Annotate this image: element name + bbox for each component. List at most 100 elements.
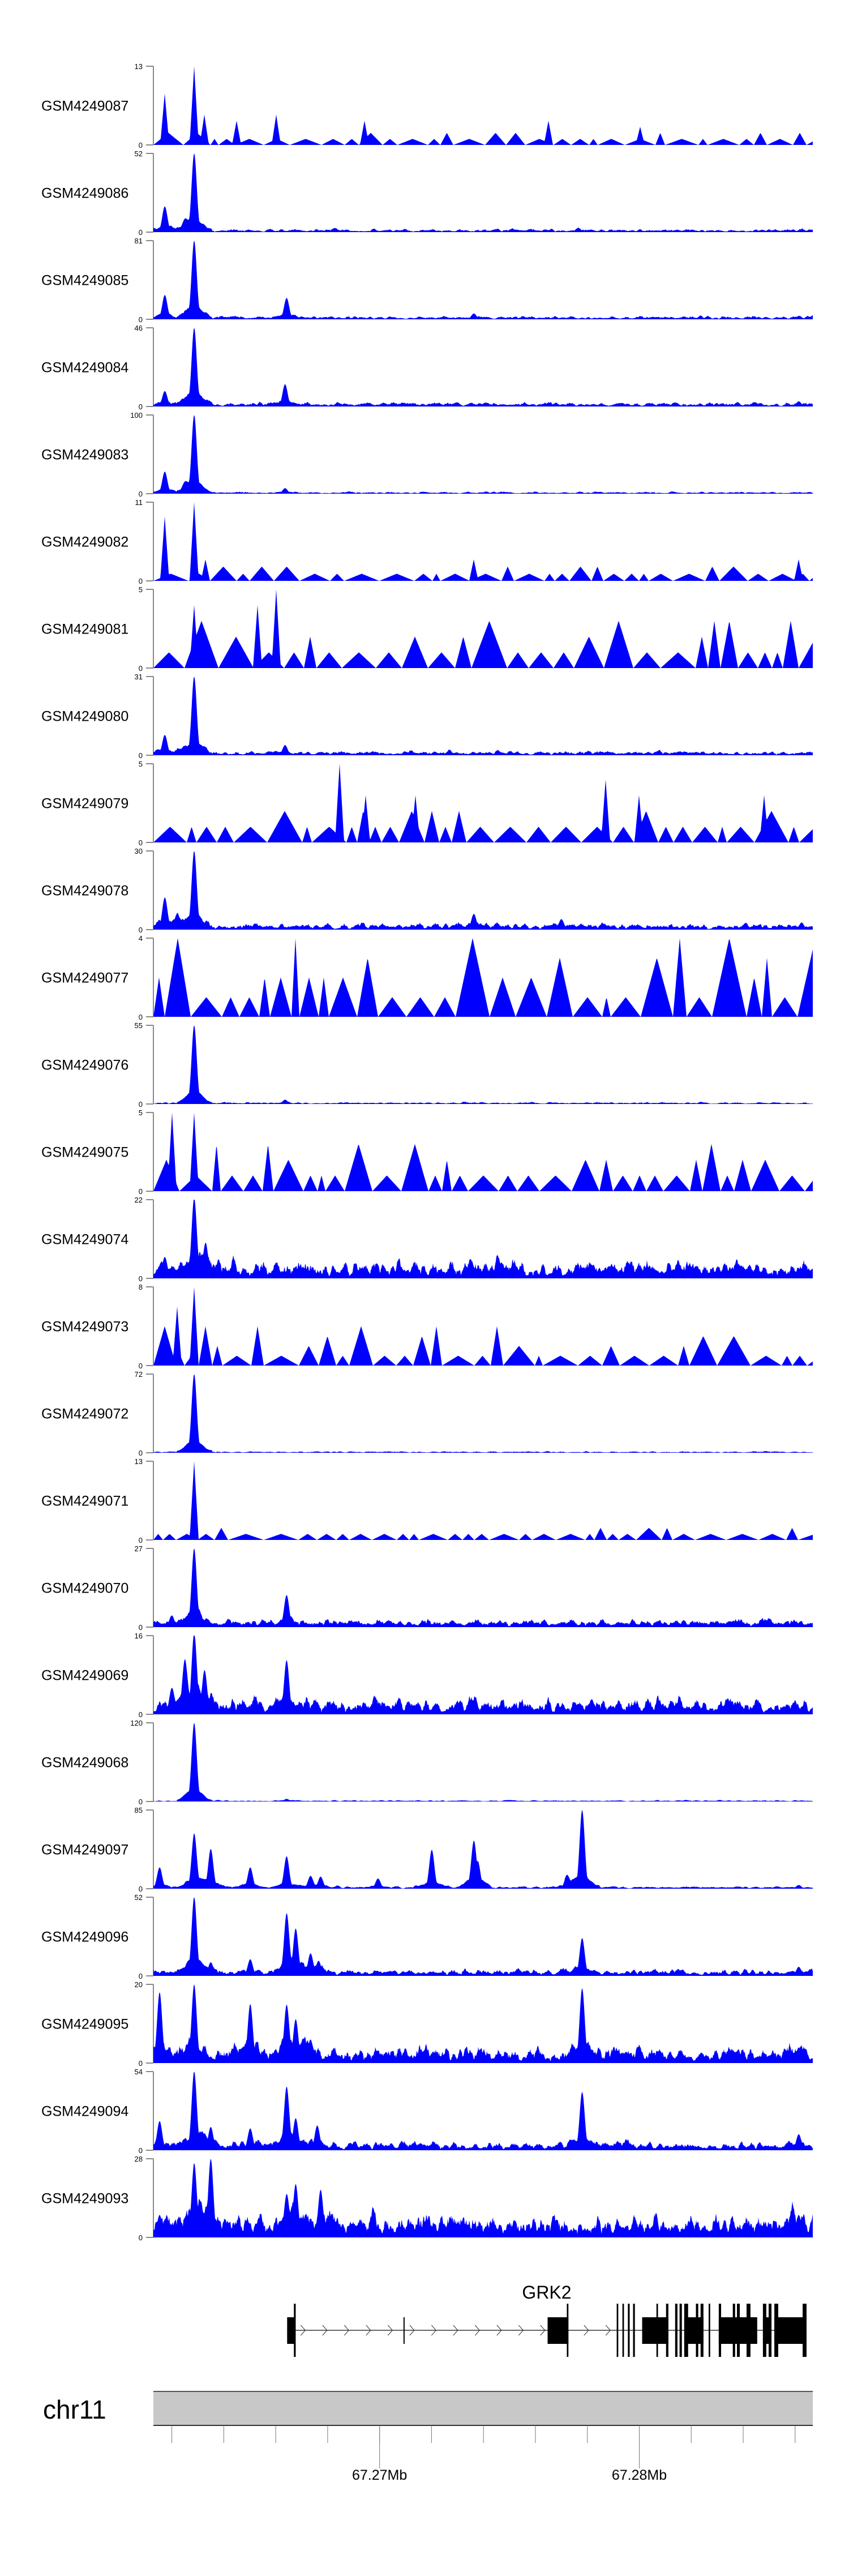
coverage-area <box>153 1374 813 1453</box>
coverage-area <box>153 938 813 1017</box>
coverage-track: GSM4249068 120 0 <box>41 1719 813 1806</box>
exon-tall <box>762 2304 766 2357</box>
coverage-track: GSM4249076 55 0 <box>41 1021 813 1109</box>
exon-tall <box>803 2304 807 2357</box>
exon-tall <box>666 2304 668 2357</box>
y-tick-label-max: 81 <box>135 237 143 245</box>
y-tick-label-zero: 0 <box>139 490 143 498</box>
coverage-area <box>153 1112 813 1191</box>
y-tick-label-zero: 0 <box>139 2146 143 2155</box>
gene-label: GRK2 <box>522 2282 571 2303</box>
y-tick-label-max: 27 <box>135 1544 143 1553</box>
coverage-area <box>153 1810 813 1889</box>
track-label: GSM4249069 <box>41 1668 128 1684</box>
y-tick-label-max: 11 <box>135 498 143 507</box>
coverage-area <box>153 1287 813 1366</box>
strand-arrow-icon <box>344 2325 349 2336</box>
y-tick-label-zero: 0 <box>139 1100 143 1109</box>
strand-arrow-icon <box>300 2325 306 2336</box>
exon-tall <box>628 2304 630 2357</box>
track-label: GSM4249083 <box>41 447 128 463</box>
coverage-area <box>153 1723 813 1802</box>
chromosome-label: chr11 <box>43 2395 106 2424</box>
y-tick-label-zero: 0 <box>139 1536 143 1544</box>
y-tick-label-zero: 0 <box>139 2233 143 2242</box>
coverage-track: GSM4249079 5 0 <box>41 760 813 847</box>
strand-arrow-icon <box>518 2325 524 2336</box>
coverage-area <box>153 589 813 668</box>
coverage-track: GSM4249087 13 0 <box>41 62 813 149</box>
track-label: GSM4249085 <box>41 273 128 289</box>
y-tick-label-zero: 0 <box>139 926 143 934</box>
strand-arrow-icon <box>584 2325 589 2336</box>
y-tick-label-zero: 0 <box>139 1013 143 1021</box>
track-label: GSM4249068 <box>41 1755 128 1771</box>
coverage-area <box>153 2159 813 2237</box>
coverage-area <box>153 1636 813 1714</box>
track-label: GSM4249097 <box>41 1842 128 1858</box>
y-tick-label-zero: 0 <box>139 403 143 411</box>
exon-tall <box>768 2304 772 2357</box>
coverage-track: GSM4249085 81 0 <box>41 237 813 324</box>
coverage-track: GSM4249081 5 0 <box>41 585 813 673</box>
y-tick-label-max: 54 <box>135 2068 143 2076</box>
coverage-area <box>153 1025 813 1104</box>
track-label: GSM4249095 <box>41 2017 128 2032</box>
coverage-track: GSM4249072 72 0 <box>41 1370 813 1457</box>
track-label: GSM4249086 <box>41 186 128 202</box>
exon-tall <box>679 2304 682 2357</box>
coverage-track: GSM4249094 54 0 <box>41 2068 813 2155</box>
coverage-track: GSM4249078 30 0 <box>41 847 813 934</box>
y-tick-label-zero: 0 <box>139 315 143 324</box>
exon <box>403 2317 405 2344</box>
coverage-area <box>153 1461 813 1540</box>
track-label: GSM4249076 <box>41 1058 128 1073</box>
coverage-track: GSM4249073 8 0 <box>41 1283 813 1370</box>
coverage-track: GSM4249071 13 0 <box>41 1457 813 1544</box>
exon-tall <box>718 2304 722 2357</box>
exon-tall <box>656 2304 658 2357</box>
y-tick-label-max: 13 <box>135 1457 143 1466</box>
coverage-area <box>153 2072 813 2150</box>
exon-tall <box>684 2304 688 2357</box>
exon-tall <box>732 2304 735 2357</box>
axis-tick-label: 67.27Mb <box>352 2467 407 2483</box>
y-tick-label-max: 13 <box>135 62 143 71</box>
y-tick-label-zero: 0 <box>139 1362 143 1370</box>
y-tick-label-zero: 0 <box>139 228 143 237</box>
chromosome-axis: chr11 67.27Mb 67.28Mb <box>43 2391 813 2483</box>
y-tick-label-max: 46 <box>135 324 143 332</box>
y-tick-label-max: 30 <box>135 847 143 855</box>
coverage-area <box>153 415 813 494</box>
coverage-area <box>153 764 813 842</box>
y-tick-label-zero: 0 <box>139 2059 143 2068</box>
coverage-track: GSM4249070 27 0 <box>41 1544 813 1632</box>
exon-tall <box>294 2304 296 2357</box>
y-tick-label-max: 52 <box>135 1893 143 1902</box>
coverage-track: GSM4249080 31 0 <box>41 673 813 760</box>
track-label: GSM4249087 <box>41 99 128 114</box>
exon <box>642 2317 668 2344</box>
strand-arrow-icon <box>540 2325 546 2336</box>
exon-tall <box>709 2304 710 2357</box>
exon-tall <box>622 2304 624 2357</box>
exon-tall <box>696 2304 698 2357</box>
exon-tall <box>774 2304 778 2357</box>
y-tick-label-max: 120 <box>130 1719 143 1727</box>
coverage-area <box>153 1200 813 1278</box>
gene-track: GRK2 <box>287 2282 807 2357</box>
track-label: GSM4249079 <box>41 796 128 812</box>
strand-arrow-icon <box>409 2325 415 2336</box>
y-tick-label-max: 4 <box>139 934 143 943</box>
exon-tall <box>616 2304 619 2357</box>
y-tick-label-zero: 0 <box>139 751 143 760</box>
y-tick-label-max: 5 <box>139 1109 143 1117</box>
coverage-track: GSM4249095 20 0 <box>41 1980 813 2068</box>
strand-arrow-icon <box>322 2325 328 2336</box>
track-label: GSM4249084 <box>41 360 128 376</box>
track-label: GSM4249074 <box>41 1232 128 1248</box>
coverage-tracks: GSM4249087130GSM4249086520GSM4249085810G… <box>41 62 813 2242</box>
coverage-track: GSM4249097 85 0 <box>41 1806 813 1893</box>
exon-tall <box>700 2304 704 2357</box>
